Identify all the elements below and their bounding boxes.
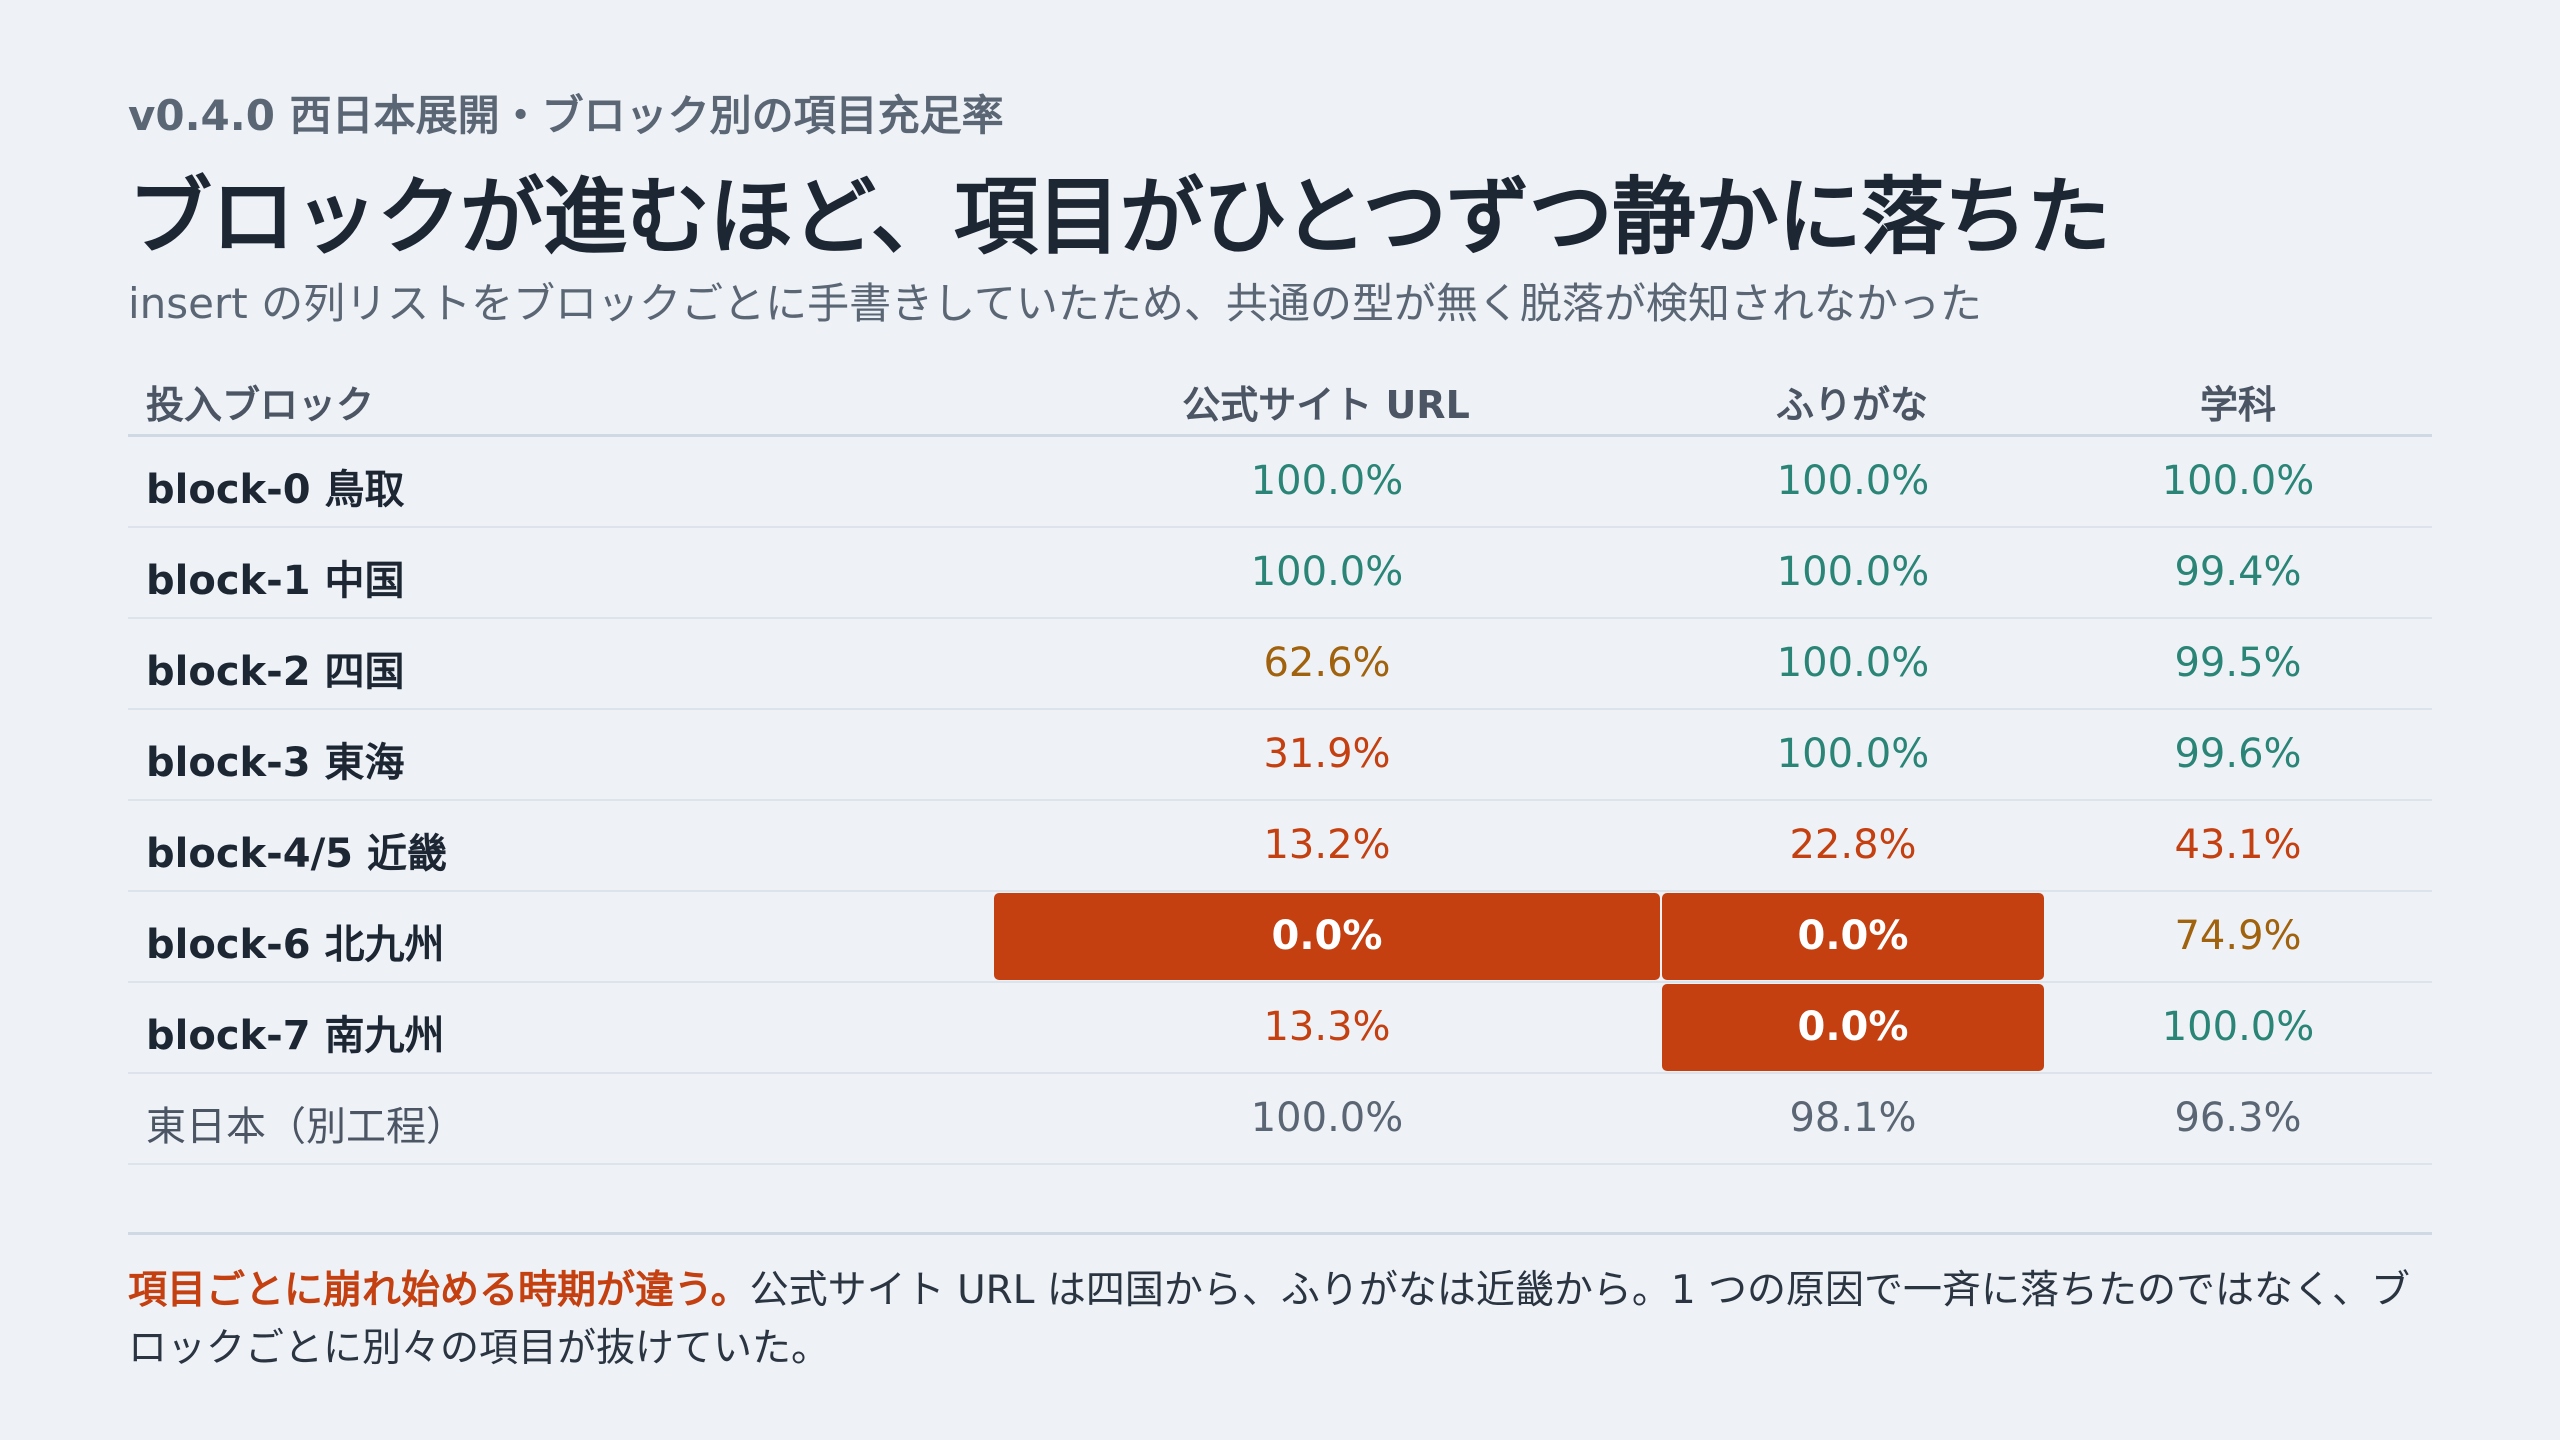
row-label: block-3 東海 [146, 740, 405, 786]
cell-department: 100.0% [2161, 458, 2315, 504]
row-label: 東日本（別工程） [146, 1104, 466, 1150]
table-row: block-3 東海 31.9% 100.0% 99.6% [128, 710, 2432, 801]
column-header-department: 学科 [2199, 383, 2276, 427]
cell-furigana: 0.0% [1662, 984, 2044, 1071]
eyebrow-title: v0.4.0 西日本展開・ブロック別の項目充足率 [128, 91, 1004, 140]
row-label: block-2 四国 [146, 649, 405, 695]
column-header-url: 公式サイト URL [1182, 383, 1470, 427]
completeness-table: 投入ブロック 公式サイト URL ふりがな 学科 block-0 鳥取 100.0… [128, 360, 2432, 1165]
cell-furigana: 100.0% [1776, 731, 1930, 777]
cell-department: 43.1% [2174, 822, 2302, 868]
table-header: 投入ブロック 公式サイト URL ふりがな 学科 [128, 360, 2432, 437]
footnote-emphasis: 項目ごとに崩れ始める時期が違う。 [128, 1268, 750, 1313]
column-header-block: 投入ブロック [146, 383, 375, 427]
column-header-furigana: ふりがな [1775, 383, 1928, 427]
cell-department: 96.3% [2174, 1095, 2302, 1141]
cell-url: 13.3% [1263, 1004, 1391, 1050]
cell-department: 99.4% [2174, 549, 2302, 595]
cell-url: 62.6% [1263, 640, 1391, 686]
cell-url: 100.0% [1250, 1095, 1404, 1141]
row-label: block-4/5 近畿 [146, 831, 447, 877]
table-row: 東日本（別工程） 100.0% 98.1% 96.3% [128, 1074, 2432, 1165]
page-title: ブロックが進むほど、項目がひとつずつ静かに落ちた [128, 168, 2111, 266]
table-row: block-0 鳥取 100.0% 100.0% 100.0% [128, 437, 2432, 528]
table-body: block-0 鳥取 100.0% 100.0% 100.0% block-1 中国 10… [128, 437, 2432, 1165]
divider [128, 1232, 2432, 1235]
table-row: block-6 北九州 0.0% 0.0% 74.9% [128, 892, 2432, 983]
table-row: block-4/5 近畿 13.2% 22.8% 43.1% [128, 801, 2432, 892]
cell-department: 74.9% [2174, 913, 2302, 959]
cell-url: 13.2% [1263, 822, 1391, 868]
cell-furigana: 100.0% [1776, 549, 1930, 595]
subtitle: insert の列リストをブロックごとに手書きしていたため、共通の型が無く脱落が… [128, 279, 1982, 328]
footnote: 項目ごとに崩れ始める時期が違う。公式サイト URL は四国から、ふりがなは近畿か… [128, 1262, 2432, 1378]
cell-url: 0.0% [994, 893, 1660, 980]
cell-furigana: 100.0% [1776, 640, 1930, 686]
row-label: block-0 鳥取 [146, 467, 405, 513]
footnote-body: 公式サイト URL は四国から、ふりがなは近畿から。1 つの原因で一斉に落ちたの… [128, 1268, 2411, 1371]
slide: v0.4.0 西日本展開・ブロック別の項目充足率 ブロックが進むほど、項目がひと… [128, 0, 2432, 1440]
cell-furigana: 100.0% [1776, 458, 1930, 504]
cell-furigana: 98.1% [1789, 1095, 1917, 1141]
cell-department: 99.5% [2174, 640, 2302, 686]
cell-url: 100.0% [1250, 458, 1404, 504]
table-row: block-1 中国 100.0% 100.0% 99.4% [128, 528, 2432, 619]
cell-url: 100.0% [1250, 549, 1404, 595]
cell-department: 99.6% [2174, 731, 2302, 777]
cell-url: 31.9% [1263, 731, 1391, 777]
row-label: block-6 北九州 [146, 922, 445, 968]
table-row: block-7 南九州 13.3% 0.0% 100.0% [128, 983, 2432, 1074]
cell-department: 100.0% [2161, 1004, 2315, 1050]
table-row: block-2 四国 62.6% 100.0% 99.5% [128, 619, 2432, 710]
row-label: block-7 南九州 [146, 1013, 445, 1059]
row-label: block-1 中国 [146, 558, 405, 604]
cell-furigana: 0.0% [1662, 893, 2044, 980]
cell-furigana: 22.8% [1789, 822, 1917, 868]
